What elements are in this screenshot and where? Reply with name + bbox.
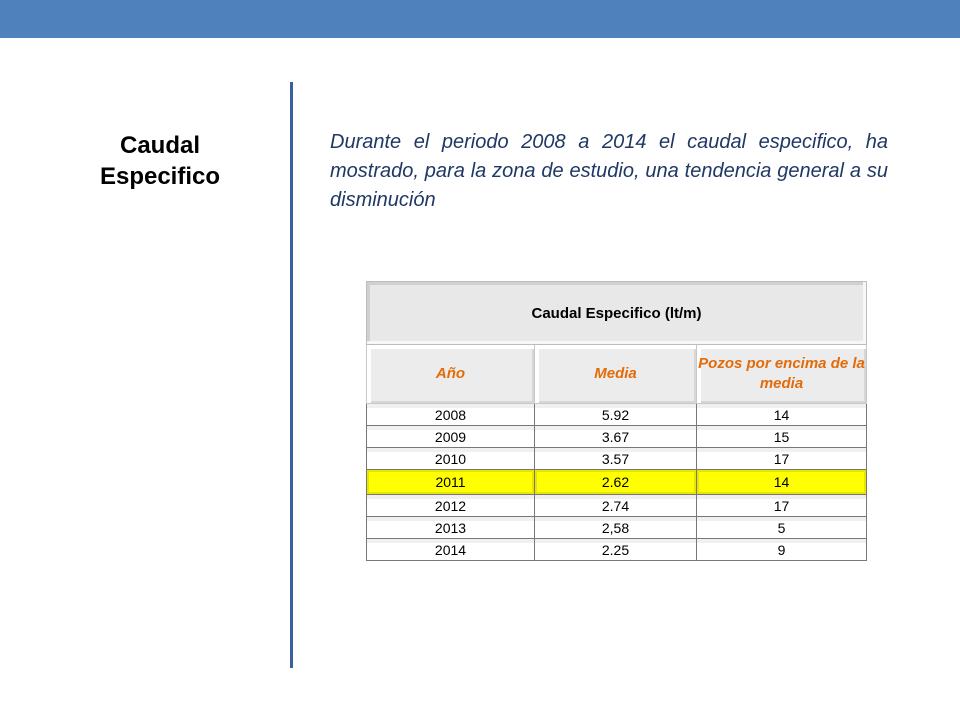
year-cell: 2013 [366, 516, 535, 539]
table-caption: Caudal Especifico (lt/m) [365, 281, 868, 345]
top-accent-bar [0, 0, 960, 38]
slide-title: Caudal Especifico [99, 132, 221, 190]
table-header-row: Año Media Pozos por encima de la media [366, 344, 868, 404]
wells-cell: 14 [695, 469, 868, 495]
mean-cell: 3.67 [534, 425, 697, 448]
description-paragraph: Durante el periodo 2008 a 2014 el caudal… [330, 131, 888, 211]
table-body: 2008 5.92 14 2009 3.67 15 2010 3.57 17 2011 2.62 14… [366, 403, 868, 561]
table-row: 2013 2,58 5 [366, 516, 868, 539]
wells-cell: 14 [695, 403, 868, 426]
mean-cell: 2.74 [534, 494, 697, 517]
year-cell: 2008 [366, 403, 535, 426]
caudal-table: Caudal Especifico (lt/m) Año Media Pozos… [365, 281, 868, 561]
data-table-container: Caudal Especifico (lt/m) Año Media Pozos… [365, 281, 868, 561]
wells-cell: 15 [695, 425, 868, 448]
table-caption-row: Caudal Especifico (lt/m) [365, 281, 868, 345]
wells-cell: 17 [695, 494, 868, 517]
table-row: 2011 2.62 14 [366, 469, 868, 495]
table-row: 2010 3.57 17 [366, 447, 868, 470]
year-cell: 2009 [366, 425, 535, 448]
year-cell: 2012 [366, 494, 535, 517]
table-row: 2009 3.67 15 [366, 425, 868, 448]
table-row: 2014 2.25 9 [366, 538, 868, 561]
column-header-mean: Media [534, 344, 697, 404]
mean-cell: 5.92 [534, 403, 697, 426]
table-row: 2008 5.92 14 [366, 403, 868, 426]
year-cell: 2011 [366, 469, 535, 495]
wells-cell: 17 [695, 447, 868, 470]
year-cell: 2010 [366, 447, 535, 470]
column-header-wells: Pozos por encima de la media [695, 344, 868, 404]
mean-cell: 3.57 [534, 447, 697, 470]
mean-cell: 2.25 [534, 538, 697, 561]
table-row: 2012 2.74 17 [366, 494, 868, 517]
wells-cell: 5 [695, 516, 868, 539]
mean-cell: 2.62 [534, 469, 697, 495]
column-header-year: Año [366, 344, 535, 404]
wells-cell: 9 [695, 538, 868, 561]
year-cell: 2014 [366, 538, 535, 561]
vertical-divider [290, 82, 293, 668]
mean-cell: 2,58 [534, 516, 697, 539]
